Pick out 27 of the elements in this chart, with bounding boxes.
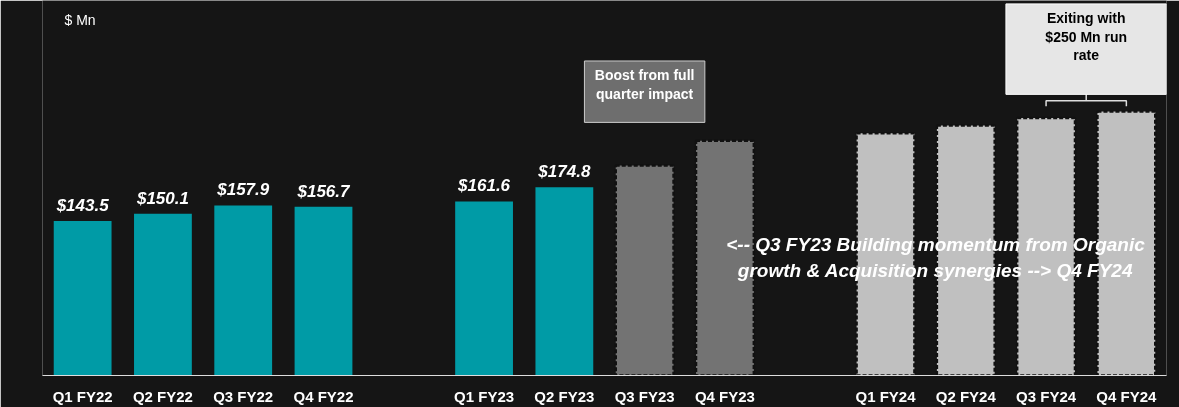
x-tick-label: Q2 FY23 bbox=[534, 387, 595, 405]
x-tick-label: Q1 FY24 bbox=[855, 387, 917, 405]
x-tick-label: Q1 FY22 bbox=[52, 387, 113, 405]
x-tick-label: Q1 FY23 bbox=[454, 387, 515, 405]
x-tick-label: Q3 FY23 bbox=[614, 387, 675, 405]
bar bbox=[134, 213, 192, 376]
text: $ Mn bbox=[64, 11, 96, 28]
data-label: $157.9 bbox=[216, 180, 270, 200]
x-tick-label: Q4 FY22 bbox=[293, 387, 354, 405]
x-tick-label: Q4 FY23 bbox=[694, 387, 755, 405]
bar bbox=[214, 205, 273, 376]
x-tick-label: Q2 FY24 bbox=[935, 387, 997, 405]
data-label: $156.7 bbox=[296, 181, 352, 201]
data-label: $150.1 bbox=[135, 188, 189, 208]
bar bbox=[294, 206, 353, 376]
bar bbox=[53, 220, 112, 376]
x-tick-label: Q3 FY24 bbox=[1016, 387, 1077, 405]
bar bbox=[535, 187, 594, 376]
text: Exiting with $250 Mn run rate bbox=[1045, 10, 1128, 64]
x-tick-label: Q2 FY22 bbox=[132, 387, 193, 405]
bar bbox=[455, 201, 513, 376]
x-tick-label: Q3 FY22 bbox=[213, 387, 274, 405]
text: Boost from full quarter impact bbox=[594, 67, 695, 102]
data-label: $161.6 bbox=[457, 176, 511, 196]
x-tick-label: Q4 FY24 bbox=[1096, 387, 1158, 405]
data-label: $174.8 bbox=[537, 162, 591, 182]
data-label: $143.5 bbox=[55, 195, 110, 215]
